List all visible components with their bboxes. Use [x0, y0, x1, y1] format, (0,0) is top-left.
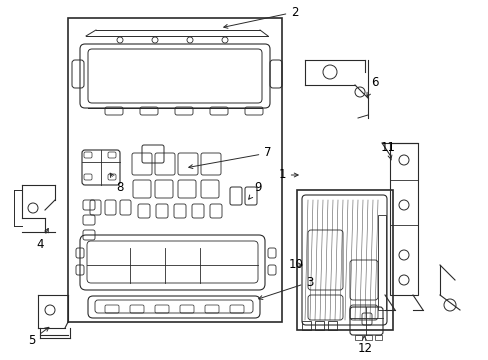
Bar: [68, 18, 282, 322]
Bar: [302, 321, 310, 330]
Text: 4: 4: [36, 229, 48, 252]
Bar: [389, 143, 417, 295]
Bar: [377, 215, 385, 310]
Text: 8: 8: [110, 173, 123, 194]
Bar: [354, 335, 361, 340]
Text: 5: 5: [28, 327, 49, 346]
Bar: [374, 335, 381, 340]
Text: 9: 9: [248, 181, 261, 199]
Text: 3: 3: [258, 275, 313, 300]
Text: 7: 7: [188, 147, 271, 168]
Text: 10: 10: [288, 258, 303, 271]
Bar: [364, 335, 371, 340]
Bar: [314, 321, 324, 330]
Bar: [296, 190, 392, 330]
Text: 6: 6: [366, 76, 378, 96]
Bar: [327, 321, 336, 330]
Text: 1: 1: [278, 168, 298, 181]
Text: 2: 2: [224, 5, 298, 28]
Text: 11: 11: [380, 141, 395, 160]
Text: 12: 12: [357, 336, 372, 355]
